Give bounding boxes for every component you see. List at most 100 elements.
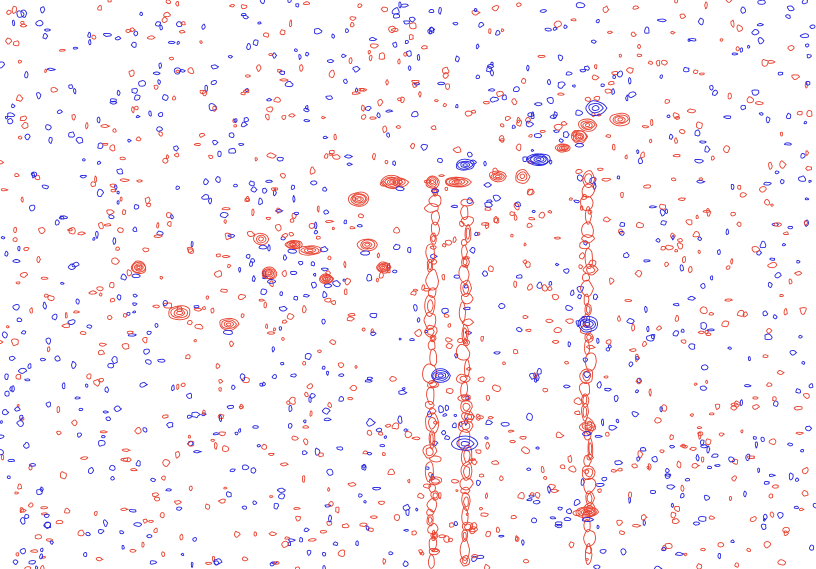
- noise-contour: [697, 236, 703, 241]
- peak-contour: [380, 264, 388, 271]
- sidelobe-contour: [395, 186, 405, 192]
- noise-contour: [43, 293, 49, 298]
- noise-contour: [325, 270, 331, 275]
- noise-contour: [510, 514, 518, 520]
- noise-contour: [429, 26, 436, 33]
- noise-contour: [358, 493, 363, 498]
- noise-contour: [0, 420, 3, 424]
- ridge-contour: [584, 247, 593, 270]
- noise-contour: [97, 4, 102, 11]
- noise-contour: [46, 67, 57, 72]
- noise-contour: [513, 202, 520, 211]
- noise-contour: [107, 315, 113, 321]
- peak-contour: [432, 370, 450, 381]
- noise-contour: [535, 446, 540, 450]
- noise-contour: [281, 114, 287, 120]
- noise-contour: [574, 410, 581, 415]
- noise-contour: [700, 444, 709, 449]
- noise-contour: [641, 125, 650, 129]
- noise-contour: [635, 389, 640, 394]
- noise-contour: [643, 259, 651, 263]
- noise-contour: [680, 484, 685, 492]
- noise-contour: [491, 460, 500, 465]
- noise-contour: [112, 128, 117, 133]
- noise-contour: [760, 436, 765, 443]
- noise-contour: [573, 397, 583, 405]
- peak-contour: [581, 423, 594, 431]
- noise-contour: [687, 38, 691, 42]
- noise-contour: [88, 38, 92, 46]
- noise-contour: [272, 327, 277, 332]
- noise-contour: [288, 404, 293, 413]
- noise-contour: [571, 84, 576, 88]
- noise-contour: [327, 402, 332, 408]
- noise-contour: [393, 514, 401, 521]
- noise-contour: [640, 514, 648, 521]
- noise-contour: [19, 115, 27, 122]
- ridge-contour: [426, 497, 438, 513]
- noise-contour: [268, 531, 278, 536]
- peak-contour: [437, 373, 445, 378]
- noise-contour: [221, 207, 231, 211]
- noise-contour: [289, 218, 295, 223]
- noise-contour: [308, 223, 316, 229]
- noise-contour: [429, 245, 437, 250]
- noise-contour: [248, 180, 255, 187]
- noise-contour: [346, 162, 354, 166]
- noise-contour: [751, 89, 760, 96]
- noise-contour: [201, 306, 206, 310]
- noise-contour: [109, 297, 116, 303]
- noise-contour: [212, 139, 219, 146]
- noise-contour: [513, 213, 518, 221]
- peak-contour: [168, 305, 191, 321]
- noise-contour: [643, 184, 651, 189]
- noise-contour: [653, 565, 663, 569]
- noise-contour: [391, 7, 400, 15]
- noise-contour: [538, 211, 546, 219]
- noise-contour: [803, 220, 809, 226]
- peak-contour: [460, 161, 471, 168]
- noise-contour: [531, 209, 536, 214]
- ridge-contour: [462, 531, 467, 540]
- noise-contour: [762, 513, 768, 521]
- noise-contour: [293, 506, 301, 510]
- noise-contour: [794, 477, 800, 482]
- noise-contour: [114, 184, 118, 190]
- noise-contour: [163, 11, 171, 18]
- noise-contour: [217, 150, 222, 158]
- noise-contour: [730, 183, 735, 190]
- noise-contour: [362, 463, 366, 469]
- noise-contour: [23, 441, 30, 449]
- noise-contour: [153, 84, 159, 90]
- noise-contour: [685, 219, 693, 226]
- noise-contour: [419, 551, 425, 556]
- ridge-contour: [464, 523, 472, 531]
- noise-contour: [655, 237, 661, 243]
- noise-contour: [704, 1, 708, 10]
- noise-contour: [218, 414, 222, 422]
- noise-contour: [275, 223, 282, 232]
- noise-contour: [301, 475, 306, 483]
- noise-contour: [265, 179, 273, 183]
- noise-contour: [327, 255, 332, 261]
- noise-contour: [493, 351, 501, 355]
- noise-contour: [768, 493, 774, 499]
- noise-contour: [68, 227, 76, 235]
- noise-contour: [319, 246, 329, 253]
- noise-contour: [606, 30, 614, 35]
- noise-contour: [383, 435, 388, 439]
- noise-contour: [212, 105, 218, 112]
- noise-contour: [788, 278, 793, 285]
- noise-contour: [480, 335, 485, 342]
- noise-contour: [799, 307, 807, 315]
- noise-contour: [336, 446, 344, 451]
- noise-contour: [273, 561, 280, 565]
- noise-contour: [305, 104, 309, 110]
- noise-contour: [411, 80, 420, 84]
- noise-contour: [277, 68, 283, 73]
- peak-contour: [221, 319, 238, 329]
- peak-contour: [457, 160, 474, 170]
- noise-contour: [779, 160, 787, 169]
- noise-contour: [11, 385, 15, 393]
- noise-contour: [647, 60, 654, 65]
